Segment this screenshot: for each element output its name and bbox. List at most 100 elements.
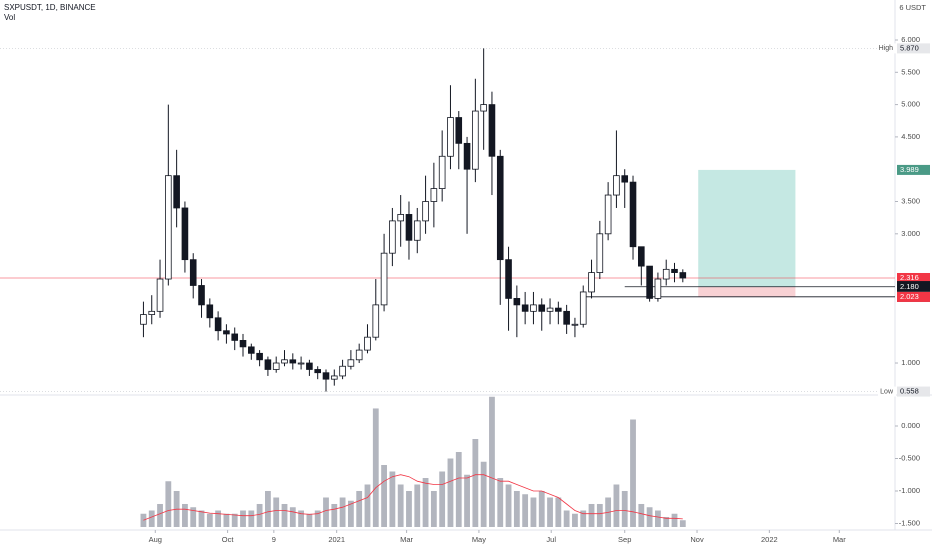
candle-body bbox=[596, 233, 604, 273]
volume-bar bbox=[646, 507, 653, 527]
price-label-bg bbox=[897, 386, 930, 397]
candle-body bbox=[206, 304, 214, 319]
candle-body bbox=[430, 188, 438, 202]
candle-body bbox=[546, 307, 554, 312]
candle-body bbox=[239, 340, 247, 348]
volume-bar bbox=[364, 484, 371, 527]
candle-body bbox=[447, 117, 454, 157]
y2-tick-label: -0.500 bbox=[899, 453, 920, 462]
candle-body bbox=[231, 333, 239, 341]
candle-body bbox=[306, 362, 313, 370]
candle-body bbox=[389, 220, 396, 254]
volume-bar bbox=[663, 516, 670, 527]
candle-body bbox=[339, 365, 346, 377]
position-loss bbox=[698, 286, 796, 297]
candle-body bbox=[563, 310, 570, 325]
candle-body bbox=[538, 304, 546, 312]
volume-bar bbox=[679, 520, 686, 527]
x-tick-label: May bbox=[472, 535, 486, 544]
candle-body bbox=[621, 175, 629, 183]
volume-bar bbox=[190, 507, 197, 527]
candle-body bbox=[588, 272, 595, 293]
volume-bar bbox=[414, 484, 421, 527]
candle-body bbox=[380, 252, 388, 306]
volume-bar bbox=[356, 490, 363, 527]
volume-bar bbox=[248, 510, 255, 527]
y-tick-label: 3.500 bbox=[901, 196, 920, 205]
candle-body bbox=[272, 362, 280, 370]
volume-bar bbox=[198, 510, 205, 527]
candle-body bbox=[355, 349, 363, 361]
volume-bar bbox=[530, 497, 537, 527]
candle-body bbox=[314, 369, 321, 374]
volume-bar bbox=[223, 513, 230, 527]
x-tick-label: Nov bbox=[690, 535, 704, 544]
price-label: 3.989 bbox=[900, 165, 919, 174]
volume-bar bbox=[215, 510, 222, 527]
candle-body bbox=[472, 110, 479, 170]
y-tick-label: 5.000 bbox=[901, 100, 920, 109]
candle-body bbox=[480, 104, 487, 112]
candle-body bbox=[629, 181, 637, 248]
volume-bar bbox=[140, 513, 147, 527]
volume-bar bbox=[489, 396, 495, 527]
volume-bar bbox=[513, 490, 520, 527]
y-tick-label: 1.000 bbox=[901, 358, 920, 367]
x-tick-label: Jul bbox=[546, 535, 556, 544]
x-tick-label: Oct bbox=[222, 535, 235, 544]
volume-bar bbox=[621, 490, 628, 527]
candle-body bbox=[189, 259, 197, 286]
volume-bar bbox=[265, 490, 271, 527]
volume-bar bbox=[613, 484, 620, 527]
candle-body bbox=[181, 207, 189, 261]
volume-bar bbox=[306, 513, 313, 527]
candle-body bbox=[223, 330, 230, 335]
y-tick-label: 6.000 bbox=[901, 35, 920, 44]
volume-ma-line bbox=[143, 474, 683, 521]
volume-bar bbox=[422, 477, 429, 527]
chart-title: SXPUSDT, 1D, BINANCE bbox=[4, 3, 96, 12]
y-tick-label: 5.500 bbox=[901, 67, 920, 76]
volume-bar bbox=[572, 513, 578, 527]
price-label: 5.870 bbox=[900, 43, 919, 52]
price-label: 2.023 bbox=[900, 292, 919, 301]
volume-bar bbox=[182, 503, 188, 527]
volume-bar bbox=[588, 503, 595, 527]
price-label: 2.316 bbox=[900, 273, 919, 282]
candle-body bbox=[281, 359, 288, 364]
volume-bar bbox=[331, 503, 338, 527]
candle-body bbox=[521, 304, 529, 312]
volume-bar bbox=[472, 439, 479, 527]
candle-body bbox=[455, 117, 463, 144]
candle-body bbox=[530, 304, 537, 312]
volume-bar bbox=[580, 510, 587, 527]
candle-body bbox=[148, 310, 156, 315]
volume-bar bbox=[240, 510, 246, 527]
y2-tick-label: 0.000 bbox=[901, 421, 920, 430]
candle-body bbox=[438, 155, 446, 189]
candle-body bbox=[571, 323, 579, 326]
candle-body bbox=[613, 175, 620, 196]
candle-body bbox=[330, 375, 338, 380]
candle-body bbox=[165, 175, 172, 280]
price-label-bg bbox=[897, 291, 930, 302]
candle-body bbox=[198, 285, 205, 306]
price-tag: High bbox=[879, 45, 894, 52]
candle-body bbox=[248, 346, 255, 354]
candle-body bbox=[646, 265, 653, 299]
volume-bar bbox=[464, 474, 470, 527]
candle-body bbox=[372, 304, 380, 338]
volume-bar bbox=[231, 513, 238, 527]
candle-body bbox=[173, 175, 180, 209]
volume-bar bbox=[505, 484, 512, 527]
volume-bar bbox=[638, 503, 645, 527]
candle-body bbox=[256, 352, 263, 361]
candle-body bbox=[347, 359, 355, 367]
x-tick-label: Aug bbox=[149, 535, 162, 544]
volume-label: Vol bbox=[4, 13, 15, 22]
volume-bar bbox=[671, 513, 678, 527]
y2-tick-label: -1.500 bbox=[899, 518, 920, 527]
y-tick-label: 3.000 bbox=[901, 229, 920, 238]
volume-bar bbox=[314, 510, 321, 527]
x-tick-label: 2021 bbox=[328, 535, 345, 544]
